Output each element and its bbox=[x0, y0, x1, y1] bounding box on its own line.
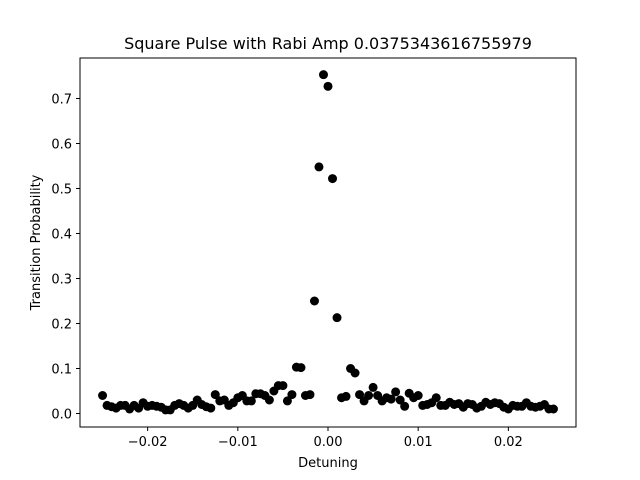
x-tick-label: 0.01 bbox=[404, 435, 433, 450]
y-tick-label: 0.2 bbox=[51, 318, 72, 333]
plot-area bbox=[98, 70, 558, 415]
data-point bbox=[400, 401, 410, 411]
chart-title: Square Pulse with Rabi Amp 0.03753436167… bbox=[124, 34, 532, 53]
x-tick-label: −0.01 bbox=[218, 435, 258, 450]
data-point bbox=[391, 387, 401, 397]
data-point bbox=[350, 368, 360, 378]
y-tick-label: 0.1 bbox=[51, 363, 72, 378]
x-tick-label: −0.02 bbox=[128, 435, 168, 450]
data-point bbox=[341, 391, 351, 401]
x-axis: −0.02 −0.01 0.00 0.01 0.02 bbox=[128, 427, 523, 450]
data-point bbox=[318, 70, 328, 80]
data-point bbox=[328, 174, 338, 184]
y-tick-label: 0.5 bbox=[51, 183, 72, 198]
data-point bbox=[264, 395, 274, 405]
data-point bbox=[413, 391, 423, 400]
x-axis-label: Detuning bbox=[298, 456, 358, 471]
data-point bbox=[431, 393, 441, 403]
data-point bbox=[323, 81, 333, 91]
data-point bbox=[314, 162, 324, 172]
data-point bbox=[355, 390, 365, 400]
y-tick-label: 0.3 bbox=[51, 273, 72, 288]
x-tick-label: 0.02 bbox=[494, 435, 523, 450]
y-axis-label: Transition Probability bbox=[29, 174, 44, 311]
data-point bbox=[395, 395, 405, 405]
y-axis: 0.0 0.1 0.2 0.3 0.4 0.5 0.6 0.7 bbox=[51, 93, 80, 423]
y-tick-label: 0.4 bbox=[51, 228, 72, 243]
data-point bbox=[278, 381, 288, 391]
data-point bbox=[287, 390, 297, 400]
y-tick-label: 0.0 bbox=[51, 408, 72, 423]
data-point bbox=[246, 396, 256, 406]
data-point bbox=[386, 394, 396, 404]
x-tick-label: 0.00 bbox=[314, 435, 343, 450]
data-point bbox=[98, 391, 108, 400]
data-point bbox=[296, 363, 306, 373]
data-point bbox=[305, 390, 315, 400]
data-point bbox=[210, 390, 220, 400]
data-point bbox=[368, 382, 378, 392]
y-tick-label: 0.7 bbox=[51, 93, 72, 108]
y-tick-label: 0.6 bbox=[51, 138, 72, 153]
data-point bbox=[364, 391, 374, 400]
data-point bbox=[548, 404, 558, 414]
data-point bbox=[309, 296, 319, 306]
data-point bbox=[282, 396, 292, 406]
data-point bbox=[332, 313, 342, 323]
data-point bbox=[206, 403, 216, 413]
